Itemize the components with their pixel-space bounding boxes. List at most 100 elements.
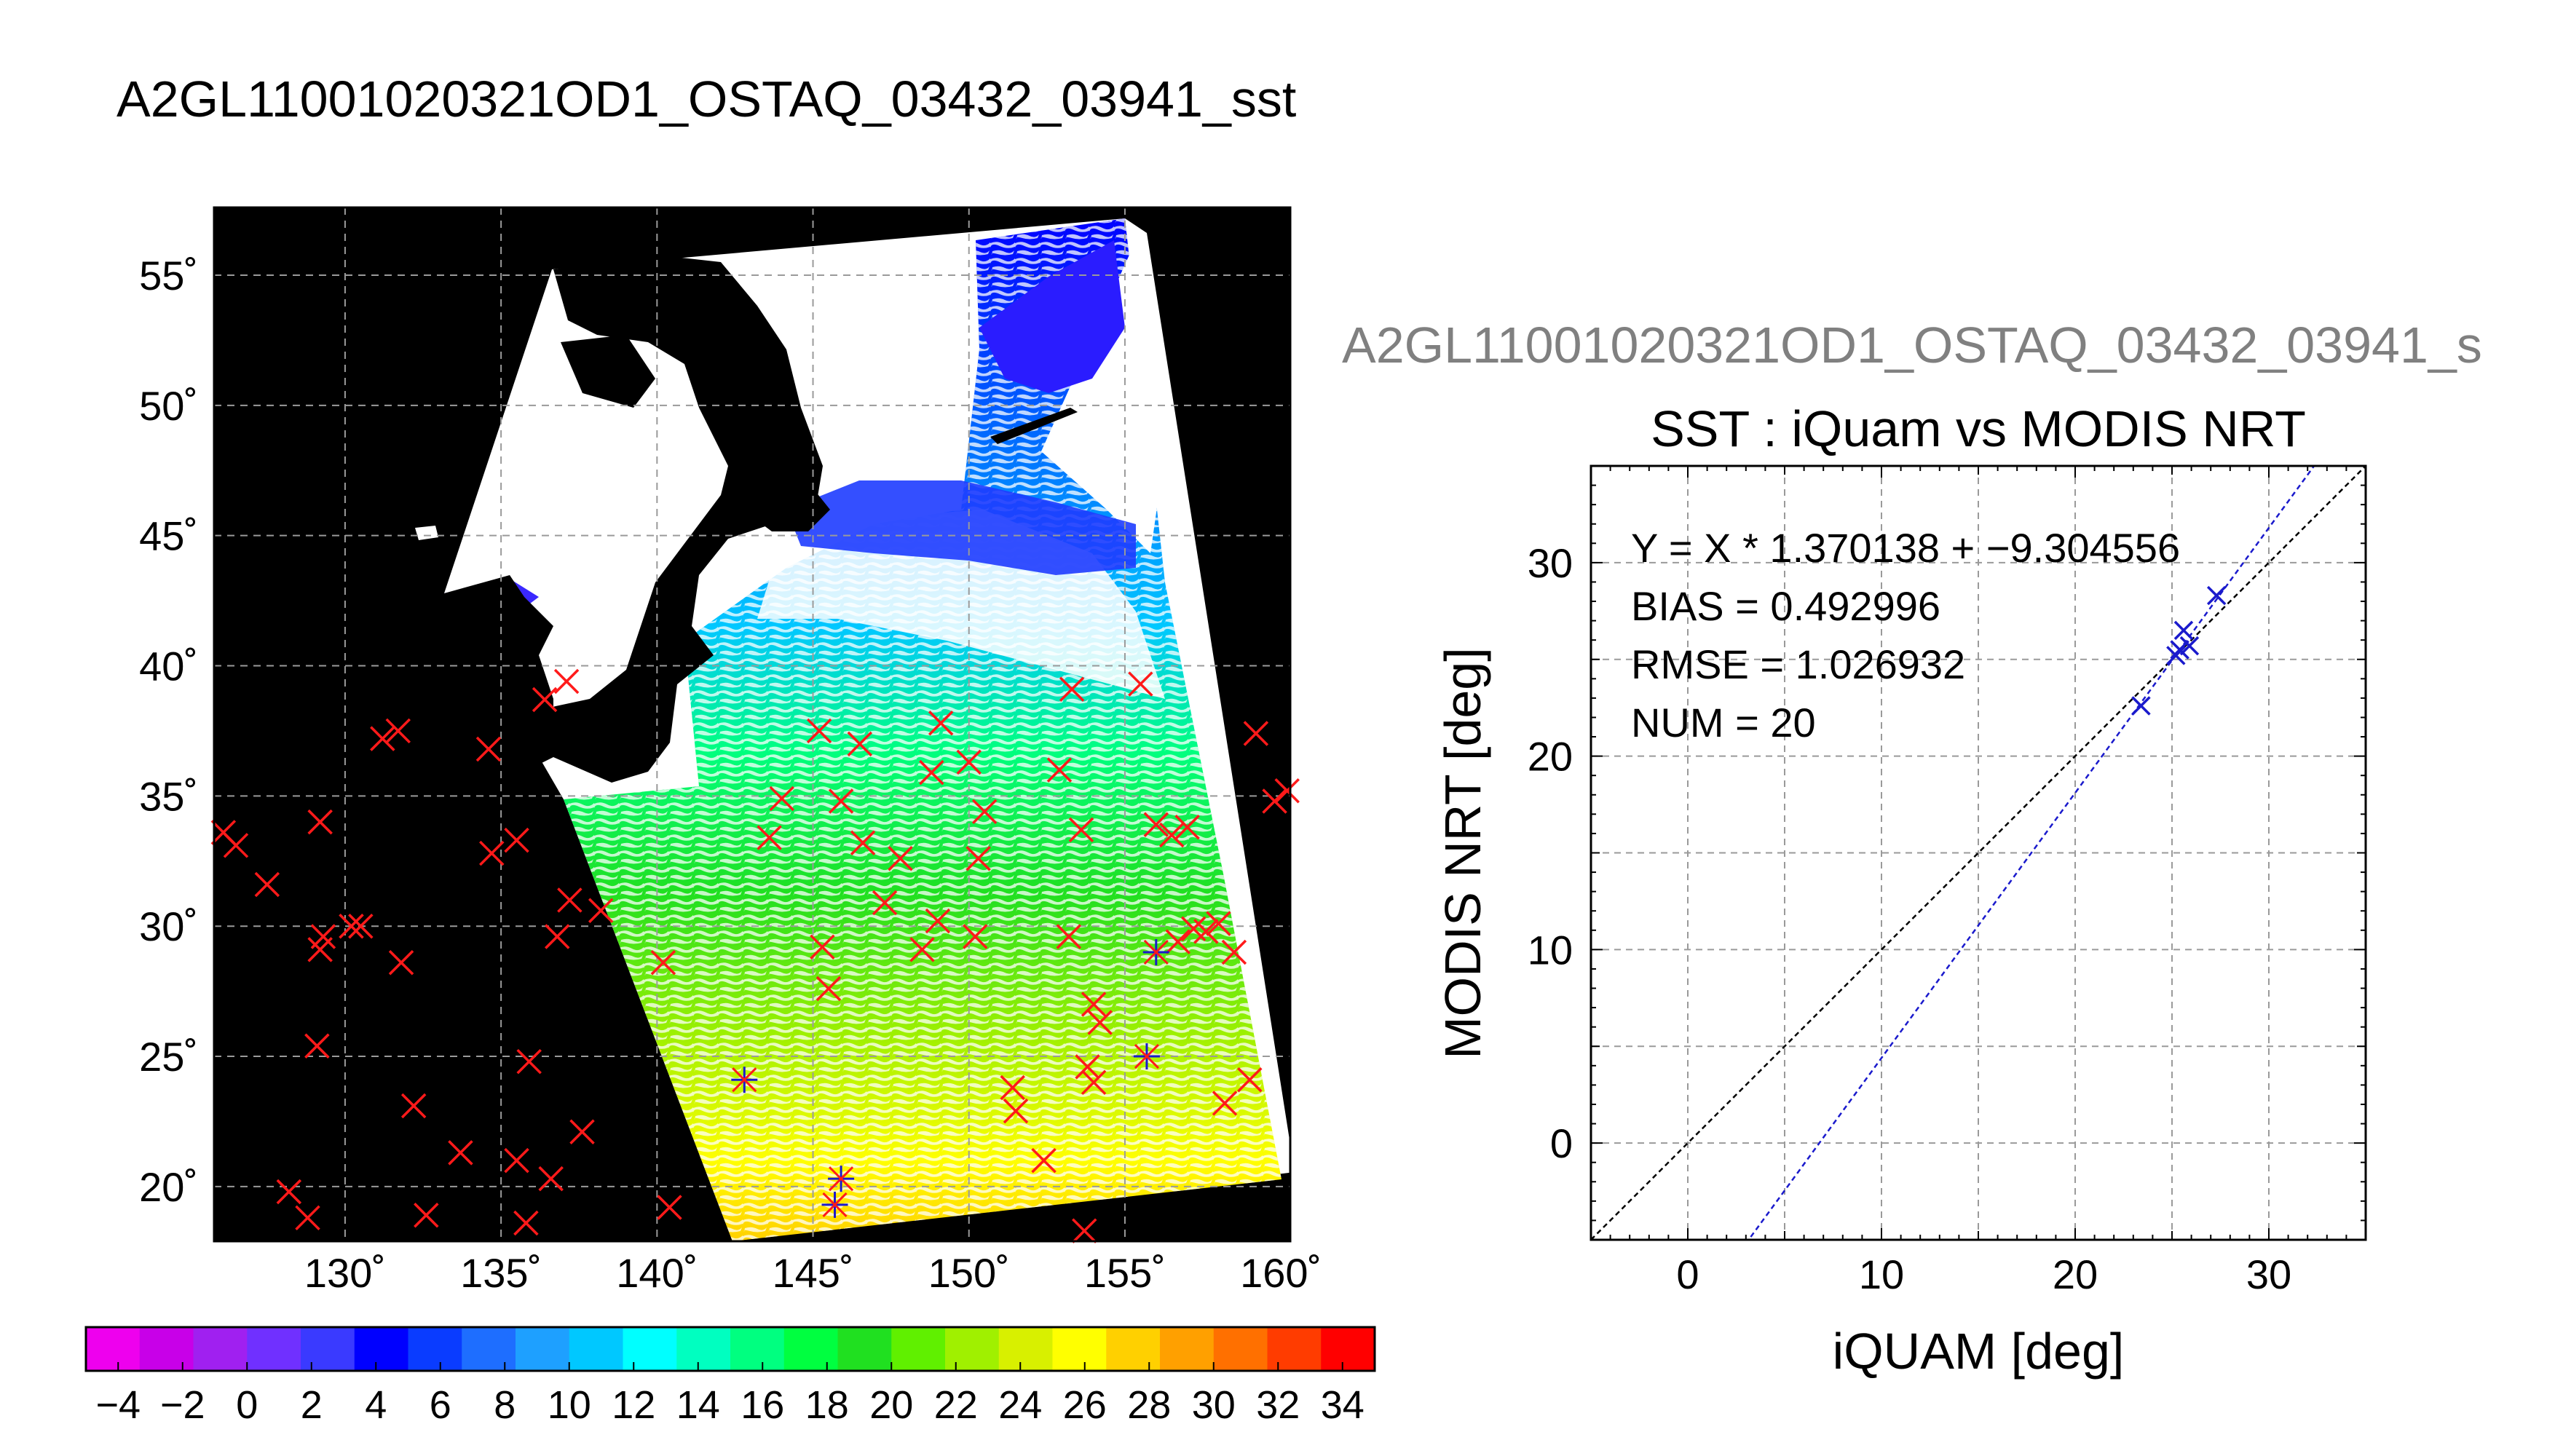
colorbar-labels: −4 −2 0 2 4 6 8 10 12 14 16 18 20 22 24 26 28 30 32 34 [95, 1362, 1365, 1427]
colorbar-cell [569, 1327, 624, 1371]
observation-cross [1206, 911, 1231, 936]
observation-cross [223, 833, 249, 858]
colorbar-tick-label: 4 [365, 1383, 387, 1427]
observation-cross [1165, 929, 1191, 954]
observation-cross [925, 908, 951, 934]
observation-cross [504, 1147, 529, 1174]
colorbar-tick-label: 20 [869, 1383, 913, 1427]
scatter-title: SST : iQuam vs MODIS NRT [1651, 400, 2306, 457]
observation-cross [956, 749, 982, 775]
observation-cross [1243, 721, 1269, 746]
colorbar-frame [84, 1326, 1376, 1372]
colorbar-tick-label: 2 [301, 1383, 323, 1427]
land-korea-coast [444, 575, 553, 772]
observation-cross [385, 718, 411, 744]
scatter-points [2131, 585, 2227, 716]
colorbar-tick-label: 24 [998, 1383, 1042, 1427]
scatter-xlabel: iQUAM [deg] [1833, 1323, 2125, 1380]
colorbar-tick-label: 12 [612, 1383, 655, 1427]
observation-cross [348, 913, 374, 939]
matched-observation [828, 1166, 855, 1192]
observation-cross [388, 950, 414, 976]
scatter-annotations: Y = X * 1.370138 + −9.304556 BIAS = 0.492… [1631, 525, 2180, 745]
observation-cross [888, 845, 913, 871]
scatter-panel: SST : iQuam vs MODIS NRT 0 10 20 300102030 … [1434, 400, 2367, 1380]
regression-line [1748, 466, 2315, 1240]
scatter-y-tick-label: 20 [1528, 734, 1573, 780]
scatter-point [2173, 620, 2194, 641]
scatter-point [2131, 696, 2151, 716]
map-frame [213, 206, 1292, 1243]
colorbar-tick-label: 16 [741, 1383, 784, 1427]
observation-cross [588, 898, 614, 923]
observation-cross [1000, 1075, 1025, 1101]
observation-cross [1068, 817, 1094, 843]
map-grid [214, 207, 1290, 1241]
observation-cross [757, 825, 782, 850]
island-chain [990, 408, 1078, 444]
observation-cross [557, 887, 583, 913]
observation-cross [1221, 939, 1247, 965]
scatter-annotation: Y = X * 1.370138 + −9.304556 [1631, 525, 2180, 571]
lat-tick-label: 30˚ [139, 903, 198, 949]
colorbar-cell [1267, 1327, 1322, 1371]
observation-cross [1143, 812, 1169, 837]
lon-tick-label: 155˚ [1084, 1250, 1166, 1296]
colorbar-tick-label: 0 [236, 1383, 258, 1427]
observation-cross [370, 726, 395, 751]
scatter-annotation: RMSE = 1.026932 [1631, 641, 1965, 687]
colorbar-tick-label: −4 [95, 1383, 141, 1427]
colorbar-cell [1321, 1327, 1375, 1371]
observation-cross [538, 1166, 564, 1192]
map-lon-labels: 130˚ 135˚ 140˚ 145˚ 150˚ 155˚ 160˚ [304, 1250, 1322, 1296]
map-lat-labels: 55˚ 50˚ 45˚ 40˚ 35˚ 30˚ 25˚ 20˚ [139, 253, 198, 1210]
observation-cross [1174, 815, 1200, 840]
matched-observation [821, 1191, 848, 1218]
cold-water-north [979, 240, 1125, 393]
observation-cross [1081, 1069, 1107, 1096]
scatter-y-tick-label: 30 [1528, 540, 1573, 586]
observation-cross [307, 809, 333, 835]
colorbar-tick-label: −2 [160, 1383, 205, 1427]
lon-tick-label: 150˚ [928, 1250, 1010, 1296]
observation-cross [828, 788, 854, 814]
scatter-point [2206, 585, 2227, 606]
observation-cross [1003, 1098, 1029, 1124]
observation-cross [1081, 992, 1107, 1017]
lat-tick-label: 20˚ [139, 1164, 198, 1210]
identity-line [1591, 466, 2366, 1240]
colorbar-cell [354, 1327, 409, 1371]
colorbar-cell [301, 1327, 355, 1371]
observation-cross [1274, 778, 1300, 804]
cold-water-mid [786, 480, 1136, 575]
matched-observation [1142, 938, 1169, 965]
cloud-mass-east [1041, 240, 1165, 553]
scatter-y-tick-label: 0 [1550, 1120, 1573, 1166]
colorbar-cell [676, 1327, 731, 1371]
observation-cross [504, 827, 529, 853]
colorbar-cell [1160, 1327, 1215, 1371]
scatter-annotation: NUM = 20 [1631, 700, 1816, 745]
colorbar-tick-label: 8 [494, 1383, 516, 1427]
observation-cross [448, 1140, 473, 1166]
colorbar-cell [86, 1327, 141, 1371]
lat-tick-label: 45˚ [139, 513, 198, 559]
observation-cross [928, 710, 954, 736]
colorbar-cell [1106, 1327, 1161, 1371]
colorbar-cell [408, 1327, 463, 1371]
scatter-ticks: 0 10 20 30 0 10 20 30 [1528, 465, 2366, 1297]
colorbar-tick-label: 18 [805, 1383, 849, 1427]
observation-cross [650, 950, 676, 976]
colorbar-cell [1052, 1327, 1107, 1371]
colorbar-cell [945, 1327, 1000, 1371]
lon-tick-label: 135˚ [460, 1250, 542, 1296]
lat-tick-label: 55˚ [139, 253, 198, 298]
lon-tick-label: 140˚ [616, 1250, 698, 1296]
colorbar: −4 −2 0 2 4 6 8 10 12 14 16 18 20 22 24 26 28 30 32 34 [84, 1326, 1376, 1427]
scatter-x-tick-label: 20 [2053, 1251, 2098, 1297]
observation-cross [339, 913, 364, 939]
colorbar-tick-label: 26 [1063, 1383, 1107, 1427]
observation-cross [1046, 757, 1073, 783]
observation-cross [1056, 924, 1082, 949]
